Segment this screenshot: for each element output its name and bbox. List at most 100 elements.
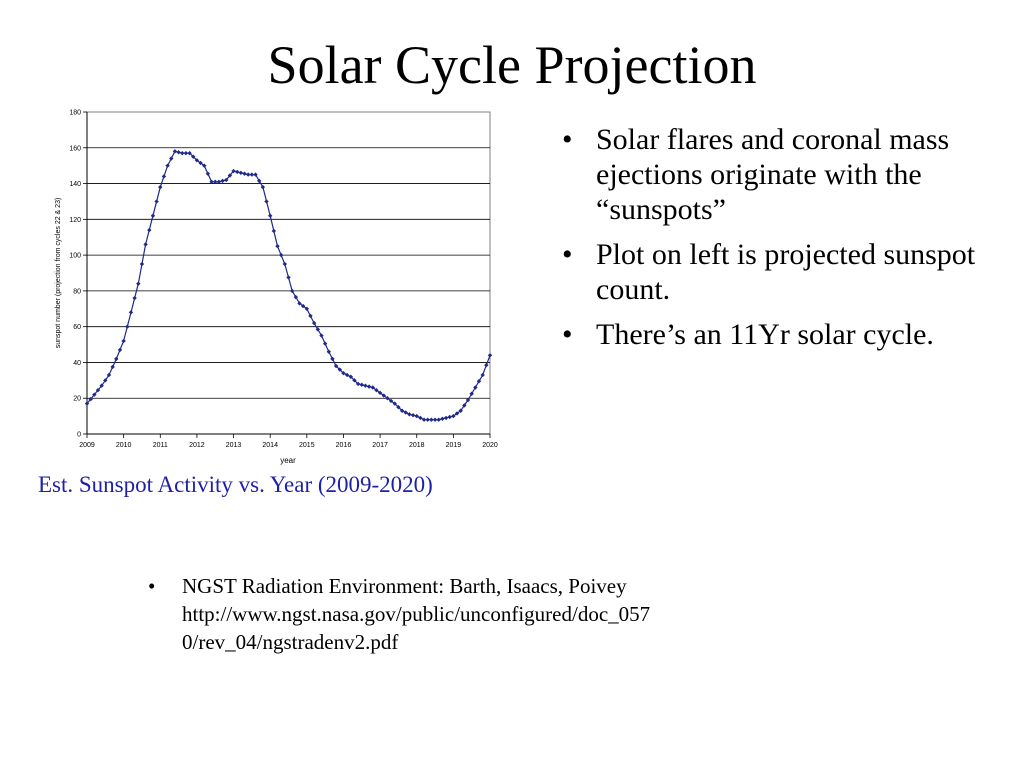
slide-title: Solar Cycle Projection (267, 35, 757, 95)
y-tick-label: 40 (73, 360, 81, 367)
data-point (363, 383, 368, 388)
x-tick-label: 2009 (79, 442, 95, 449)
reference-item: • NGST Radiation Environment: Barth, Isa… (148, 572, 848, 656)
data-point (410, 413, 416, 418)
x-tick-label: 2010 (116, 442, 132, 449)
data-point (480, 372, 485, 378)
data-point (169, 156, 174, 161)
data-point (246, 172, 251, 177)
data-point (260, 184, 266, 190)
data-point (95, 387, 101, 393)
data-point (487, 353, 493, 358)
data-point (172, 149, 178, 154)
data-point (348, 374, 353, 379)
reference-authors: NGST Radiation Environment: Barth, Isaac… (182, 574, 627, 598)
data-point (447, 414, 452, 420)
data-point (209, 179, 214, 184)
y-tick-label: 160 (69, 145, 81, 152)
data-point (454, 411, 460, 416)
data-point (205, 171, 211, 176)
data-point (238, 170, 244, 176)
x-tick-label: 2015 (299, 442, 315, 449)
data-point (403, 410, 408, 415)
data-point (377, 390, 383, 396)
sunspot-chart: 0 20 40 60 80 100 120 140 160 180 2009 2010 2011 201… (55, 110, 498, 466)
data-point (180, 150, 185, 156)
data-point (125, 324, 130, 329)
data-point (147, 227, 152, 233)
data-point (418, 415, 423, 421)
data-point (388, 398, 394, 404)
x-tick-label: 2011 (153, 442, 168, 449)
data-point (304, 306, 310, 311)
y-tick-label: 180 (69, 110, 81, 117)
data-point (249, 172, 255, 177)
y-tick-label: 0 (77, 432, 81, 439)
data-point (396, 404, 401, 410)
data-point (176, 150, 181, 155)
bullet-dot: • (562, 238, 573, 271)
data-point (121, 338, 126, 344)
reference-url-continued: 0/rev_04/ngstradenv2.pdf (182, 630, 399, 654)
y-tick-label: 80 (73, 288, 81, 295)
data-point (374, 387, 379, 393)
bullet-dot: • (562, 318, 573, 351)
data-point (333, 363, 339, 369)
data-point (399, 408, 405, 413)
data-point (267, 213, 273, 218)
data-point (421, 417, 427, 422)
y-tick-label: 20 (73, 396, 81, 403)
x-tick-label: 2019 (446, 442, 462, 449)
data-point (227, 173, 233, 178)
data-point (326, 349, 331, 354)
bullet-item: • There’s an 11Yr solar cycle. (562, 317, 992, 352)
reference-list: • NGST Radiation Environment: Barth, Isa… (148, 572, 848, 656)
x-axis-label: year (280, 456, 296, 465)
data-point (198, 160, 203, 166)
data-point (92, 392, 97, 397)
x-tick-label: 2020 (482, 442, 498, 449)
gridlines (87, 147, 490, 399)
bullet-text: Solar flares and coronal mass ejections … (596, 123, 950, 226)
data-point (385, 396, 390, 401)
y-tick-label: 140 (69, 181, 81, 188)
x-tick-label: 2017 (372, 442, 388, 449)
bullet-item: • Solar flares and coronal mass ejections… (562, 122, 992, 227)
bullet-dot: • (562, 123, 573, 156)
data-point (451, 413, 456, 419)
data-point (476, 379, 482, 384)
data-point (465, 397, 471, 403)
data-point (293, 294, 299, 300)
data-point (103, 378, 108, 383)
data-point (242, 171, 247, 176)
reference-url: http://www.ngst.nasa.gov/public/unconfig… (182, 602, 651, 626)
data-point (110, 364, 115, 370)
data-point (99, 383, 104, 388)
data-point (432, 417, 438, 422)
data-point (359, 382, 364, 388)
data-point (425, 417, 430, 422)
y-tick-label: 100 (69, 253, 81, 260)
bullet-text: Plot on left is projected sunspot count. (596, 238, 976, 306)
data-point (191, 154, 196, 159)
data-point (106, 372, 112, 378)
data-point (117, 347, 123, 353)
data-point (484, 362, 489, 368)
data-point (462, 403, 467, 408)
data-point (352, 378, 357, 383)
data-point (256, 178, 262, 184)
data-point (381, 393, 386, 398)
data-point (271, 228, 277, 234)
data-point (165, 163, 170, 168)
x-tick-label: 2014 (262, 442, 278, 449)
data-point (194, 158, 200, 163)
data-point (311, 320, 317, 326)
data-point (161, 174, 167, 179)
data-point (150, 213, 156, 218)
data-point (235, 169, 240, 175)
data-point (84, 401, 90, 406)
data-point (213, 179, 218, 184)
data-point (443, 415, 449, 421)
data-point (216, 179, 222, 184)
data-point (436, 417, 441, 422)
